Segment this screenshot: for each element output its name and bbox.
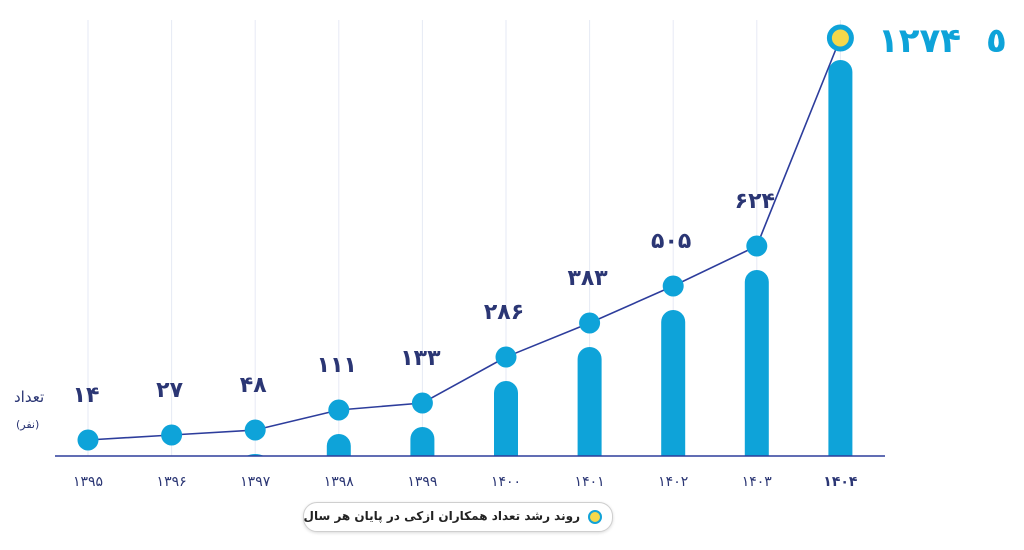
x-tick-label: ۱۳۹۷	[240, 474, 271, 490]
baseline-mask	[40, 456, 900, 476]
data-point	[77, 429, 99, 451]
value-label: ۶۲۴	[735, 189, 775, 214]
value-label: ۱۴	[73, 383, 100, 408]
series-line	[87, 37, 842, 441]
data-point	[746, 235, 768, 257]
y-axis-unit: (نفر)	[16, 418, 40, 431]
highlight-mark: ٥	[986, 21, 1007, 61]
x-tick-label: ۱۳۹۶	[157, 474, 187, 490]
bar	[577, 347, 602, 468]
value-label: ۳۸۳	[567, 266, 608, 291]
data-point	[244, 419, 266, 441]
bar	[494, 381, 518, 468]
x-tick-label: ۱۳۹۸	[324, 474, 355, 490]
x-tick-label: ۱۴۰۳	[742, 474, 773, 490]
x-tick-label: ۱۳۹۹	[407, 474, 437, 490]
x-tick-label: ۱۴۰۴	[823, 474, 858, 490]
highlight-point	[826, 24, 854, 52]
data-point	[161, 424, 183, 446]
value-label: ۵۰۵	[651, 229, 691, 254]
data-point	[328, 399, 350, 421]
legend: روند رشد تعداد همکاران ازکی در پایان هر …	[303, 502, 613, 532]
x-tick-label: ۱۴۰۲	[658, 474, 688, 490]
data-point	[662, 275, 684, 297]
x-tick-label: ۱۳۹۵	[73, 474, 103, 490]
value-label: ۱۳۳	[400, 346, 441, 371]
x-tick-label: ۱۴۰۱	[575, 474, 605, 490]
value-label: ۲۷	[156, 378, 183, 403]
bar	[661, 310, 686, 468]
legend-marker-icon	[588, 510, 602, 524]
legend-label: روند رشد تعداد همکاران ازکی در پایان هر …	[303, 509, 580, 523]
value-label: ۲۸۶	[484, 300, 524, 325]
data-point	[411, 392, 433, 414]
highlight-value-label: ۱۲۷۴	[878, 21, 961, 61]
bar	[828, 60, 853, 468]
value-label: ۴۸	[240, 373, 267, 398]
value-label: ۱۱۱	[317, 353, 357, 378]
data-point	[495, 346, 517, 368]
x-tick-label: ۱۴۰۰	[491, 474, 521, 490]
bar	[744, 270, 769, 468]
data-point	[579, 312, 601, 334]
y-axis-label: تعداد	[14, 388, 45, 406]
